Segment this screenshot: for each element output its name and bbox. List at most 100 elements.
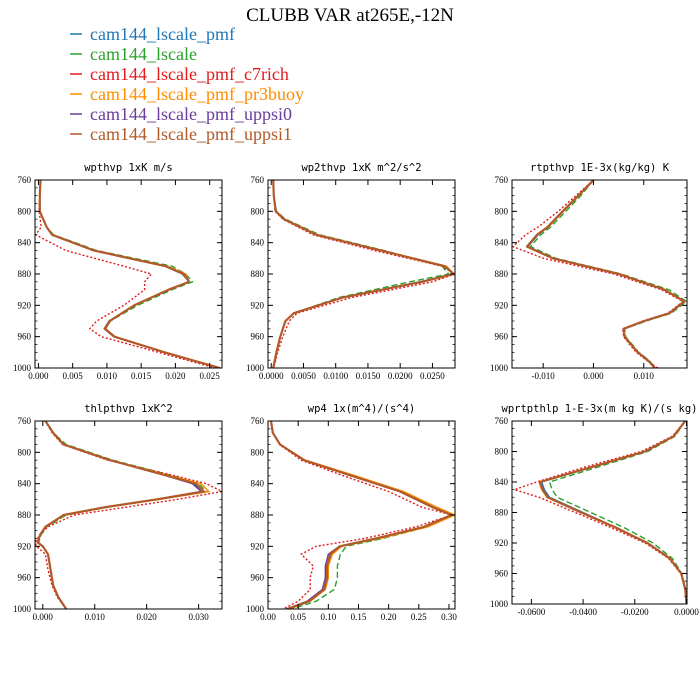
x-tick-label: 0.00 — [260, 612, 276, 622]
plot-frame — [34, 179, 223, 369]
y-tick-label: 960 — [18, 332, 32, 342]
y-tick-label: 1000 — [490, 363, 509, 373]
series-line-cam144_lscale_pmf_c7rich — [270, 421, 453, 609]
legend-entry: cam144_lscale — [90, 44, 197, 64]
y-tick-label: 920 — [251, 541, 265, 551]
y-tick-label: 1000 — [13, 363, 32, 373]
series-line-cam144_lscale — [529, 180, 687, 368]
y-tick-label: 760 — [495, 175, 509, 185]
series-group — [512, 180, 687, 368]
x-tick-label: 0.010 — [634, 371, 655, 381]
y-tick-label: 920 — [18, 300, 32, 310]
x-tick-label: -0.0400 — [569, 607, 597, 617]
y-tick-label: 800 — [495, 447, 509, 457]
series-line-cam144_lscale_pmf_pr3buoy — [39, 180, 221, 368]
y-tick-label: 1000 — [490, 599, 509, 609]
series-line-cam144_lscale_pmf_uppsi0 — [270, 421, 452, 609]
panels: wpthvp 1xK m/s76080084088092096010000.00… — [13, 162, 699, 622]
y-tick-label: 1000 — [246, 604, 265, 614]
legend-entry: cam144_lscale_pmf_uppsi1 — [90, 124, 292, 144]
series-line-cam144_lscale_pmf_uppsi1 — [269, 421, 453, 609]
series-line-cam144_lscale_pmf — [527, 180, 685, 368]
x-tick-label: 0.020 — [137, 612, 158, 622]
x-tick-label: 0.000 — [33, 612, 54, 622]
series-line-cam144_lscale_pmf_uppsi0 — [525, 180, 685, 368]
series-line-cam144_lscale_pmf_uppsi1 — [38, 180, 221, 368]
figure-title: CLUBB VAR at265E,-12N — [246, 5, 454, 26]
panel-2: wp2thvp 1xK m^2/s^2 760 800 840 880 920 960 100… — [246, 162, 456, 381]
series-line-cam144_lscale — [270, 421, 453, 609]
y-tick-label: 960 — [495, 332, 509, 342]
series-line-cam144_lscale_pmf_uppsi1 — [538, 421, 687, 604]
series-line-cam144_lscale_pmf_uppsi1 — [525, 180, 686, 368]
plot-frame — [511, 179, 688, 369]
x-tick-label: 0.0150 — [356, 371, 381, 381]
x-tick-label: 0.0050 — [291, 371, 316, 381]
y-tick-label: 840 — [18, 238, 32, 248]
series-group — [513, 421, 687, 604]
panel-3: rtpthvp 1E-3x(kg/kg) K 760 800 840 880 920 960… — [490, 162, 688, 381]
y-tick-label: 840 — [495, 477, 509, 487]
series-line-cam144_lscale — [39, 180, 221, 368]
panel-1: wpthvp 1xK m/s76080084088092096010000.00… — [13, 162, 223, 381]
y-tick-label: 800 — [251, 206, 265, 216]
panel-title: wpthvp 1xK m/s — [84, 162, 173, 174]
y-tick-label: 840 — [251, 238, 265, 248]
x-tick-label: -0.0600 — [518, 607, 546, 617]
x-tick-label: 0.010 — [85, 612, 106, 622]
series-line-cam144_lscale_pmf_pr3buoy — [272, 180, 455, 368]
x-tick-label: 0.0000 — [259, 371, 284, 381]
y-tick-label: 920 — [18, 541, 32, 551]
panel-title: wprtpthlp 1-E-3x(m kg K)/(s kg) — [502, 403, 698, 415]
x-tick-label: 0.10 — [320, 612, 336, 622]
x-tick-label: 0.25 — [411, 612, 427, 622]
y-tick-label: 760 — [495, 416, 509, 426]
legend-entry: cam144_lscale_pmf_pr3buoy — [90, 84, 304, 104]
y-tick-label: 920 — [251, 300, 265, 310]
series-line-cam144_lscale — [272, 180, 450, 368]
series-line-cam144_lscale_pmf — [541, 421, 687, 604]
x-tick-label: 0.0100 — [323, 371, 348, 381]
series-line-cam144_lscale_pmf_c7rich — [272, 180, 455, 368]
legend-entry: cam144_lscale_pmf_c7rich — [90, 64, 289, 84]
y-tick-label: 960 — [251, 332, 265, 342]
y-tick-label: 920 — [495, 538, 509, 548]
x-tick-label: 0.20 — [381, 612, 397, 622]
x-tick-label: -0.0200 — [621, 607, 649, 617]
x-tick-label: 0.020 — [165, 371, 186, 381]
y-tick-label: 840 — [18, 479, 32, 489]
y-tick-label: 800 — [18, 206, 32, 216]
x-tick-label: 0.0000 — [674, 607, 699, 617]
legend-entry: cam144_lscale_pmf — [90, 24, 235, 44]
series-group — [35, 180, 221, 368]
y-tick-label: 840 — [251, 479, 265, 489]
panel-5: wp4 1x(m^4)/(s^4)76080084088092096010000… — [246, 403, 457, 622]
series-line-cam144_lscale_pmf_pr3buoy — [538, 421, 687, 604]
plot-frame — [267, 420, 456, 610]
y-tick-label: 760 — [18, 416, 32, 426]
x-tick-label: 0.000 — [28, 371, 49, 381]
x-tick-label: 0.000 — [583, 371, 604, 381]
y-tick-label: 960 — [18, 573, 32, 583]
y-tick-label: 880 — [18, 269, 32, 279]
x-tick-label: 0.0250 — [420, 371, 445, 381]
y-tick-label: 920 — [495, 300, 509, 310]
series-line-cam144_lscale_pmf_uppsi0 — [272, 180, 455, 368]
y-tick-label: 880 — [251, 269, 265, 279]
x-tick-label: 0.30 — [441, 612, 457, 622]
y-tick-label: 800 — [251, 447, 265, 457]
legend: cam144_lscale_pmfcam144_lscalecam144_lsc… — [70, 24, 304, 144]
plot-frame — [511, 420, 688, 605]
x-tick-label: 0.0200 — [388, 371, 413, 381]
series-group — [269, 421, 455, 609]
y-tick-label: 960 — [495, 569, 509, 579]
series-line-cam144_lscale_pmf — [272, 180, 454, 368]
x-tick-label: -0.010 — [532, 371, 556, 381]
panel-title: wp4 1x(m^4)/(s^4) — [308, 403, 415, 415]
x-tick-label: 0.005 — [63, 371, 84, 381]
panel-title: rtpthvp 1E-3x(kg/kg) K — [530, 162, 670, 174]
y-tick-label: 760 — [251, 416, 265, 426]
series-line-cam144_lscale_pmf_c7rich — [35, 180, 216, 368]
series-line-cam144_lscale_pmf_c7rich — [512, 180, 684, 368]
